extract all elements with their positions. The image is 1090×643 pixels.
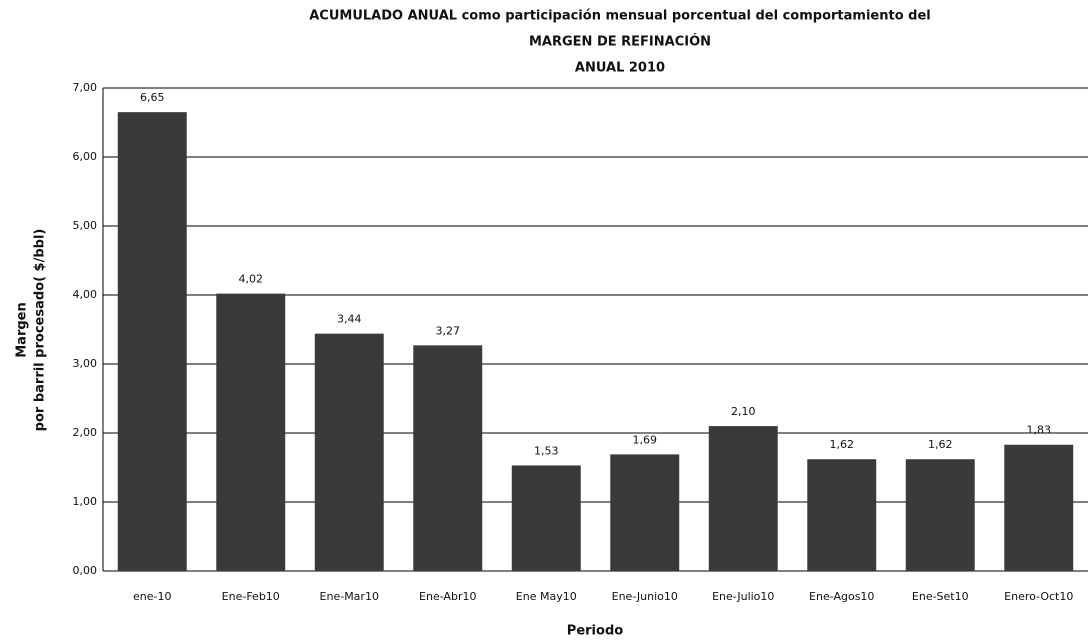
x-tick-label: Ene-Julio10 — [712, 590, 774, 603]
bar — [413, 345, 483, 571]
x-tick-label: Ene-Agos10 — [809, 590, 874, 603]
bar — [117, 112, 187, 572]
y-tick-label: 6,00 — [73, 150, 98, 163]
data-label: 1,83 — [1027, 424, 1052, 437]
data-label: 3,27 — [436, 324, 461, 337]
bar — [1004, 444, 1074, 571]
x-tick-label: Enero-Oct10 — [1004, 590, 1073, 603]
x-tick-label: Ene May10 — [516, 590, 577, 603]
bar — [511, 465, 581, 571]
x-axis-label: Periodo — [567, 624, 623, 639]
data-label: 1,62 — [928, 438, 953, 451]
data-label: 4,02 — [239, 273, 264, 286]
bar — [905, 459, 975, 571]
data-label: 1,62 — [830, 438, 855, 451]
chart-title: MARGEN DE REFINACIÓN — [529, 34, 711, 50]
bar — [610, 454, 680, 571]
data-label: 3,44 — [337, 313, 362, 326]
bar — [314, 333, 384, 571]
y-tick-label: 0,00 — [73, 564, 98, 577]
y-tick-label: 5,00 — [73, 219, 98, 232]
y-tick-label: 7,00 — [73, 81, 98, 94]
bar — [807, 459, 877, 571]
chart-title: ANUAL 2010 — [575, 61, 665, 76]
x-tick-label: Ene-Set10 — [912, 590, 969, 603]
x-tick-label: Ene-Feb10 — [222, 590, 280, 603]
y-axis-label: por barril procesado( $/bbl) — [33, 229, 48, 432]
x-tick-label: Ene-Abr10 — [419, 590, 476, 603]
data-label: 1,53 — [534, 444, 559, 457]
bar — [708, 426, 778, 571]
bar — [216, 293, 286, 571]
y-tick-label: 3,00 — [73, 357, 98, 370]
chart-title: ACUMULADO ANUAL como participación mensu… — [309, 9, 931, 24]
x-tick-label: Ene-Mar10 — [320, 590, 379, 603]
x-tick-label: ene-10 — [133, 590, 171, 603]
data-label: 1,69 — [633, 433, 658, 446]
y-tick-label: 2,00 — [73, 426, 98, 439]
data-label: 2,10 — [731, 405, 756, 418]
data-label: 6,65 — [140, 91, 165, 104]
y-tick-label: 4,00 — [73, 288, 98, 301]
y-tick-label: 1,00 — [73, 495, 98, 508]
x-tick-label: Ene-Junio10 — [612, 590, 678, 603]
y-axis-label: Margen — [15, 302, 30, 358]
